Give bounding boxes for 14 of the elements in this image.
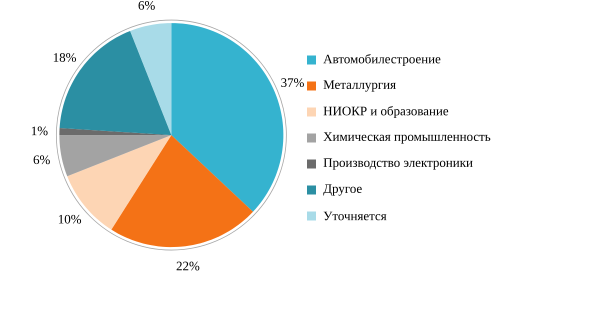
data-label: 22% <box>176 262 200 270</box>
data-label: 6% <box>34 155 50 164</box>
data-label: 37% <box>281 78 304 88</box>
legend-label: Химическая промышленность <box>323 132 490 144</box>
legend-label: НИОКР и образование <box>324 106 448 118</box>
data-label: 6% <box>138 1 155 10</box>
data-label: 10% <box>58 214 82 224</box>
legend-label: Автомобилестроение <box>323 54 440 66</box>
legend-label: Другое <box>323 184 362 196</box>
data-label: 1% <box>32 126 48 136</box>
data-label: 18% <box>54 53 76 62</box>
legend-label: Металлургия <box>324 80 396 92</box>
legend-label: Производство электроники <box>324 158 473 170</box>
legend-label: Уточняется <box>324 212 386 220</box>
